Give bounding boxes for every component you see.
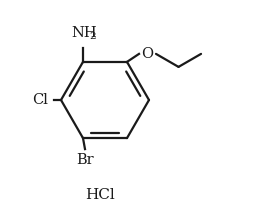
Text: Br: Br (76, 153, 94, 167)
Text: 2: 2 (89, 32, 96, 41)
Text: NH: NH (71, 26, 97, 40)
Text: O: O (141, 47, 153, 61)
Text: Cl: Cl (32, 93, 48, 107)
Text: HCl: HCl (85, 188, 115, 202)
